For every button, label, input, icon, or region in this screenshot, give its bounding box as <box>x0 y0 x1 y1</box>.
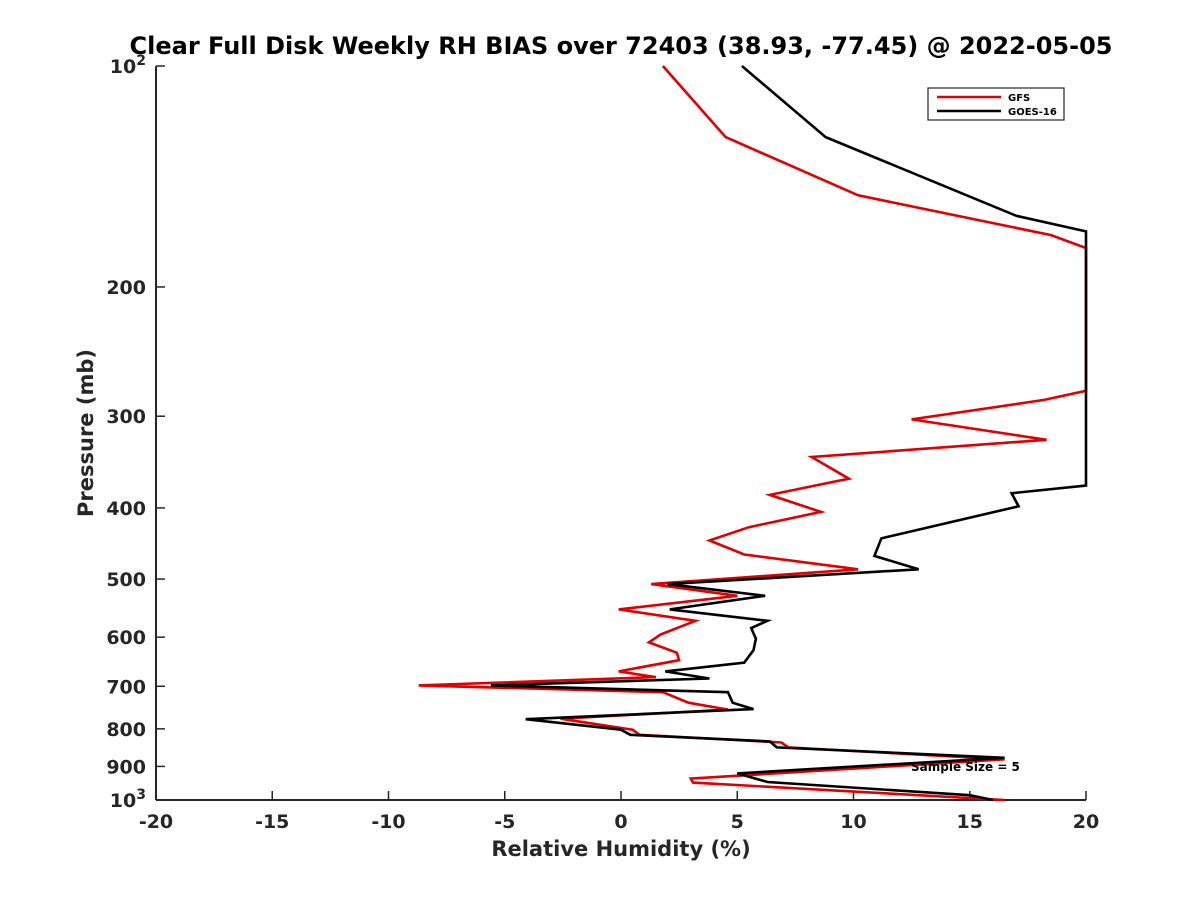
legend: GFS GOES-16 <box>927 87 1065 121</box>
series-line-gfs <box>418 65 1088 802</box>
y-axis-label: Pressure (mb) <box>74 349 98 517</box>
y-tick-label: 600 <box>106 627 146 649</box>
x-tick-label: -10 <box>371 811 405 833</box>
x-axis-label: Relative Humidity (%) <box>491 837 750 861</box>
x-tick-label: -5 <box>494 811 515 833</box>
sample-size-annotation: Sample Size = 5 <box>911 760 1020 774</box>
y-tick-label: 103 <box>110 787 146 812</box>
y-axis: 102 200 300 400 500 600 700 800 900 103 <box>106 53 165 812</box>
y-tick-label: 800 <box>106 719 146 741</box>
x-tick-label: -20 <box>139 811 173 833</box>
x-tick-label: 5 <box>731 811 744 833</box>
x-tick-label: 0 <box>614 811 627 833</box>
y-tick-label: 300 <box>106 406 146 428</box>
series-layer <box>418 65 1088 802</box>
y-tick-label: 400 <box>106 498 146 520</box>
legend-label: GFS <box>1008 93 1030 104</box>
y-tick-label: 200 <box>106 277 146 299</box>
x-tick-label: 20 <box>1073 811 1099 833</box>
series-line-goes-16 <box>490 65 1088 802</box>
x-tick-label: 10 <box>840 811 866 833</box>
y-tick-label: 700 <box>106 676 146 698</box>
y-tick-label: 102 <box>110 53 146 78</box>
y-tick-label: 900 <box>106 756 146 778</box>
x-tick-label: 15 <box>957 811 983 833</box>
y-tick-label: 500 <box>106 569 146 591</box>
legend-label: GOES-16 <box>1008 107 1057 118</box>
legend-box <box>927 87 1065 121</box>
x-axis: -20 -15 -10 -5 0 5 10 15 20 <box>139 791 1099 833</box>
x-tick-label: -15 <box>255 811 289 833</box>
chart-title: Clear Full Disk Weekly RH BIAS over 7240… <box>130 32 1113 60</box>
